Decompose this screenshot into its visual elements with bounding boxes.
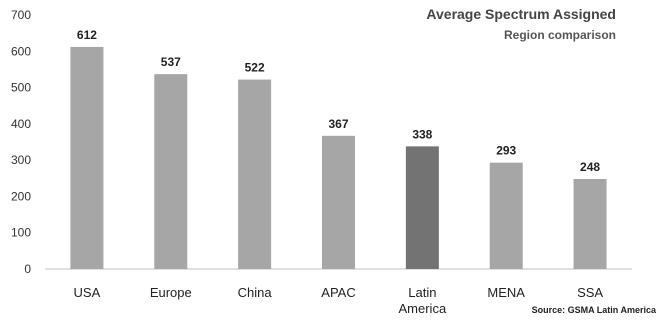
bar [70,46,104,269]
chart-subtitle: Region comparison [503,28,616,42]
bar [573,179,607,269]
y-tick-label: 200 [11,189,31,203]
data-label: 522 [245,61,265,75]
category-label: SSA [577,285,603,300]
category-label: MENA [487,285,525,300]
data-label: 537 [161,55,181,69]
y-tick-label: 400 [11,117,31,131]
data-label: 293 [496,144,516,158]
bar [322,135,355,269]
category-label: APAC [321,285,355,300]
category-label: China [238,285,273,300]
source-note: Source: GSMA Latin America [531,305,656,315]
bar [238,79,272,270]
data-label: 338 [412,127,432,141]
y-tick-label: 100 [11,226,31,240]
chart-title: Average Spectrum Assigned [426,6,616,22]
category-label: USA [74,285,101,300]
bar [405,146,439,269]
bar [154,74,188,269]
y-tick-label: 300 [11,153,31,167]
data-label: 367 [328,117,348,131]
category-label: Latin [408,285,436,300]
y-tick-label: 600 [11,44,31,58]
category-label: America [399,301,447,316]
bar [489,162,523,269]
data-label: 612 [77,28,97,42]
y-tick-label: 0 [24,262,31,276]
y-tick-label: 700 [11,8,31,22]
data-label: 248 [580,160,600,174]
y-tick-label: 500 [11,81,31,95]
category-label: Europe [150,285,192,300]
